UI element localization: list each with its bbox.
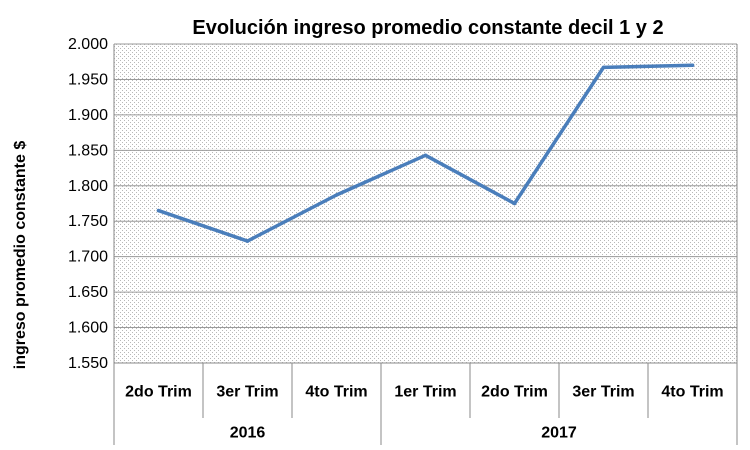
- y-tick-label: 1.550: [68, 355, 108, 372]
- data-point: [156, 208, 161, 213]
- y-tick-label: 1.650: [68, 284, 108, 301]
- y-tick-label: 1.750: [68, 213, 108, 230]
- x-category-label: 3er Trim: [216, 384, 278, 401]
- x-category-label: 3er Trim: [572, 384, 634, 401]
- y-axis-label: ingreso promedio constante $: [12, 141, 29, 370]
- data-point: [512, 201, 517, 206]
- y-tick-label: 1.900: [68, 107, 108, 124]
- x-group-label: 2016: [230, 425, 266, 442]
- data-point: [601, 65, 606, 70]
- data-point: [690, 63, 695, 68]
- data-point: [423, 153, 428, 158]
- data-point: [334, 193, 339, 197]
- x-category-label: 2do Trim: [481, 384, 548, 401]
- y-tick-label: 1.700: [68, 249, 108, 266]
- data-point: [245, 239, 250, 243]
- x-group-label: 2017: [541, 425, 577, 442]
- y-tick-label: 1.850: [68, 142, 108, 159]
- x-category-label: 4to Trim: [661, 384, 723, 401]
- y-tick-label: 2.000: [68, 36, 108, 53]
- chart-title: Evolución ingreso promedio constante dec…: [192, 17, 663, 39]
- y-tick-label: 1.800: [68, 178, 108, 195]
- x-category-label: 1er Trim: [394, 384, 456, 401]
- x-category-label: 4to Trim: [305, 384, 367, 401]
- x-category-label: 2do Trim: [125, 384, 192, 401]
- y-tick-label: 1.950: [68, 71, 108, 88]
- plot-area: [114, 44, 737, 363]
- y-tick-label: 1.600: [68, 320, 108, 337]
